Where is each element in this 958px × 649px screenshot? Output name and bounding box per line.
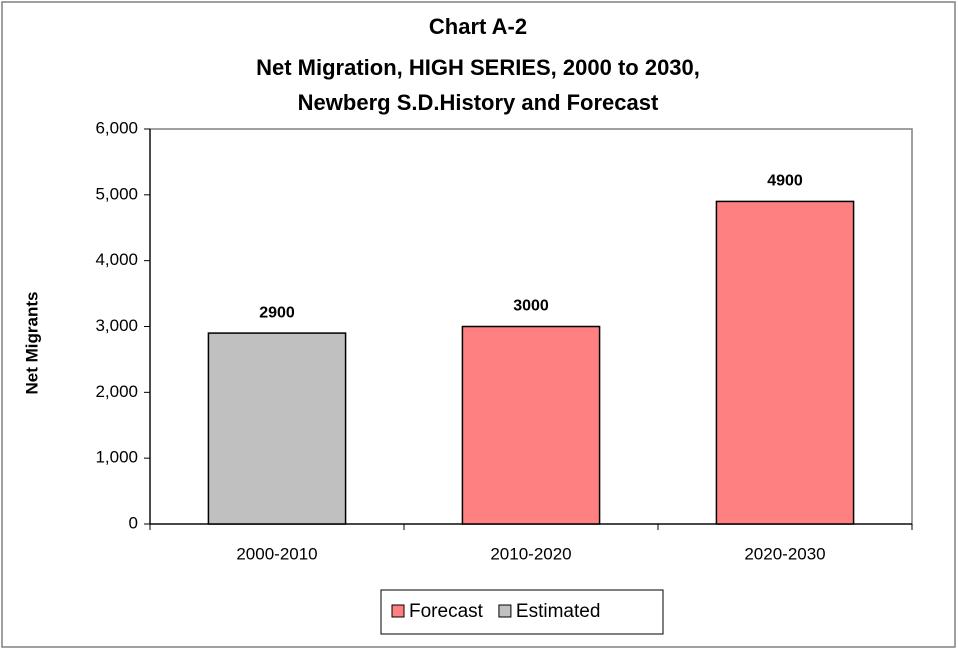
legend-swatch — [391, 604, 405, 618]
legend-label: Estimated — [516, 601, 600, 622]
y-tick-label: 0 — [129, 513, 138, 532]
y-tick-label: 2,000 — [95, 382, 138, 401]
bar — [715, 200, 855, 525]
data-label: 2900 — [259, 304, 295, 321]
chart-subtitle: Net Migration, HIGH SERIES, 2000 to 2030… — [256, 55, 700, 80]
x-tick-label: 2020-2030 — [744, 544, 825, 563]
bar — [207, 332, 347, 525]
legend-box — [380, 589, 664, 635]
y-tick-label: 5,000 — [95, 184, 138, 203]
chart-title: Chart A-2 — [429, 14, 527, 39]
y-tick-label: 1,000 — [95, 448, 138, 467]
x-tick-label: 2010-2020 — [490, 544, 571, 563]
x-tick-label: 2000-2010 — [236, 544, 317, 563]
chart-subtitle: Newberg S.D.History and Forecast — [298, 90, 659, 115]
y-tick-label: 3,000 — [95, 316, 138, 335]
y-axis-label: Net Migrants — [22, 292, 41, 395]
data-label: 4900 — [767, 173, 803, 190]
y-tick-label: 6,000 — [95, 118, 138, 137]
data-label: 3000 — [513, 298, 549, 315]
bar — [461, 325, 601, 525]
legend-swatch — [498, 604, 512, 618]
y-tick-label: 4,000 — [95, 250, 138, 269]
legend-label: Forecast — [409, 601, 484, 622]
